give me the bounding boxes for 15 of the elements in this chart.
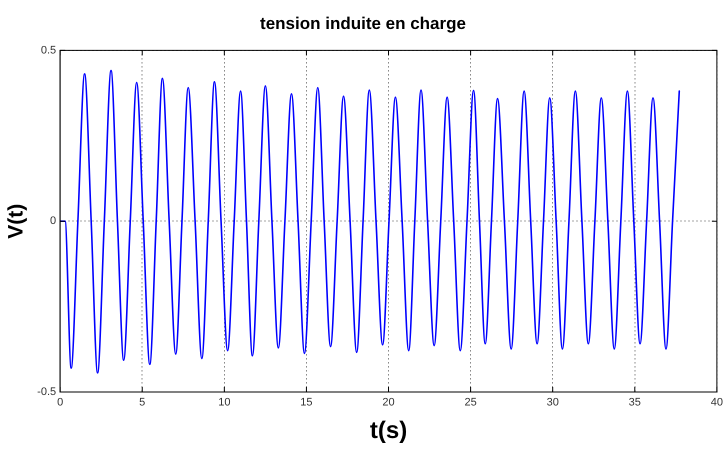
chart-title: tension induite en charge bbox=[260, 14, 466, 33]
x-tick-label: 10 bbox=[218, 396, 230, 409]
y-tick-label: 0 bbox=[50, 215, 56, 228]
x-tick-label: 40 bbox=[710, 396, 724, 409]
line-series bbox=[60, 70, 680, 374]
y-tick-label: 0.5 bbox=[40, 44, 56, 56]
y-tick-label: -0.5 bbox=[37, 386, 56, 398]
x-axis-title: t(s) bbox=[370, 417, 408, 444]
x-tick-label: 15 bbox=[300, 396, 313, 409]
x-tick-label: 5 bbox=[139, 396, 146, 409]
x-tick-label: 30 bbox=[546, 396, 559, 409]
y-axis-title: V(t) bbox=[4, 204, 28, 239]
x-tick-label: 20 bbox=[382, 396, 395, 409]
x-tick-label: 25 bbox=[464, 396, 477, 409]
x-tick-label: 35 bbox=[628, 396, 641, 409]
